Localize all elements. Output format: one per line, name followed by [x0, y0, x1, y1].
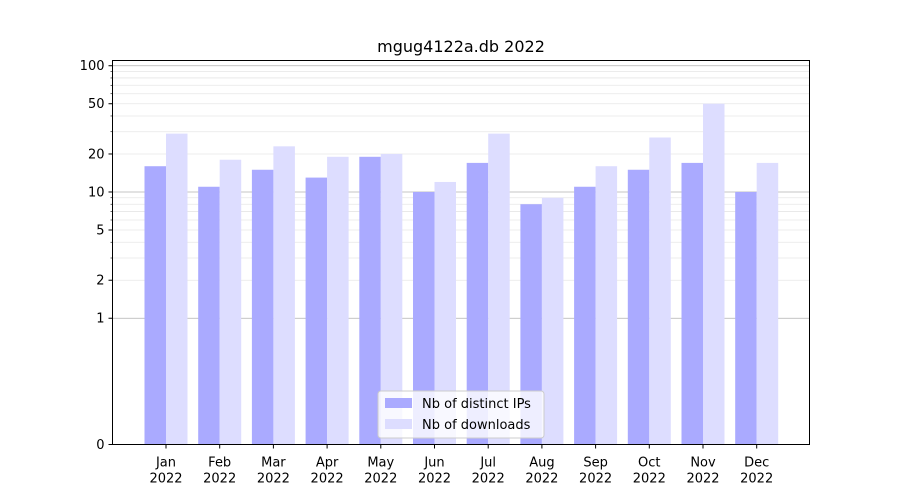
- x-tick-label-year: 2022: [525, 472, 558, 487]
- y-tick-label: 5: [96, 223, 104, 238]
- chart-title: mgug4122a.db 2022: [377, 37, 545, 56]
- x-tick-label-year: 2022: [686, 472, 719, 487]
- x-tick-label-year: 2022: [418, 472, 451, 487]
- legend-label: Nb of distinct IPs: [422, 397, 531, 412]
- x-tick-label-month: Feb: [208, 456, 231, 471]
- x-tick-label-month: Dec: [744, 456, 769, 471]
- x-tick-label-month: Apr: [316, 456, 339, 471]
- y-axis: 0 1 2 5 10 20 50 100: [80, 59, 113, 453]
- x-tick-label-year: 2022: [257, 472, 290, 487]
- y-tick-label: 50: [88, 97, 105, 112]
- bar-downloads: [756, 162, 779, 445]
- y-tick-label: 1: [96, 312, 104, 327]
- bar-downloads: [380, 153, 403, 445]
- x-tick-label-year: 2022: [472, 472, 505, 487]
- bar-distinct-ips: [520, 204, 542, 445]
- x-tick-label-month: May: [367, 456, 394, 471]
- legend: Nb of distinct IPs Nb of downloads: [377, 390, 545, 439]
- bar-distinct-ips: [251, 169, 274, 445]
- legend-swatch: [385, 419, 412, 429]
- x-tick-label-month: Jun: [423, 456, 444, 471]
- x-tick-label-year: 2022: [740, 472, 773, 487]
- y-tick-label: 10: [88, 185, 105, 200]
- x-tick-label-year: 2022: [579, 472, 612, 487]
- bar-distinct-ips: [681, 162, 703, 445]
- bar-distinct-ips: [359, 156, 381, 445]
- bar-downloads: [595, 166, 618, 445]
- x-tick-label-month: Aug: [529, 456, 554, 471]
- y-tick-label: 0: [96, 438, 104, 453]
- bars: [144, 103, 779, 445]
- bar-distinct-ips: [735, 191, 757, 445]
- x-tick-label-month: Jul: [479, 456, 496, 471]
- y-tick-label: 2: [96, 274, 104, 289]
- bar-downloads: [541, 197, 564, 445]
- x-tick-label-month: Oct: [638, 456, 660, 471]
- bar-distinct-ips: [413, 191, 435, 445]
- bar-downloads: [327, 156, 349, 445]
- y-tick-label: 100: [80, 59, 105, 74]
- x-tick-label-year: 2022: [149, 472, 182, 487]
- bar-distinct-ips: [144, 166, 166, 445]
- bar-downloads: [273, 146, 295, 445]
- bar-distinct-ips: [574, 186, 596, 445]
- legend-label: Nb of downloads: [422, 418, 531, 433]
- x-tick-label-year: 2022: [311, 472, 344, 487]
- bar-downloads: [649, 137, 671, 445]
- bar-downloads: [434, 181, 456, 445]
- x-tick-label-year: 2022: [203, 472, 236, 487]
- x-tick-label-year: 2022: [364, 472, 397, 487]
- bar-distinct-ips: [198, 186, 220, 445]
- bar-downloads: [166, 133, 188, 445]
- legend-box: [377, 390, 545, 439]
- bar-distinct-ips: [627, 169, 650, 445]
- x-tick-label-month: Sep: [583, 456, 608, 471]
- x-tick-label-month: Nov: [690, 456, 716, 471]
- y-tick-label: 20: [88, 147, 105, 162]
- plot-frame: [112, 60, 810, 445]
- bar-distinct-ips: [305, 177, 328, 445]
- bar-downloads: [219, 159, 242, 445]
- bar-downloads: [488, 133, 510, 445]
- bar-distinct-ips: [466, 162, 489, 445]
- x-tick-label-month: Mar: [261, 456, 286, 471]
- legend-swatch: [385, 398, 412, 408]
- x-axis: Jan2022Feb2022Mar2022Apr2022May2022Jun20…: [149, 444, 773, 487]
- bar-downloads: [703, 103, 725, 445]
- x-tick-label-month: Jan: [155, 456, 176, 471]
- x-tick-label-year: 2022: [633, 472, 666, 487]
